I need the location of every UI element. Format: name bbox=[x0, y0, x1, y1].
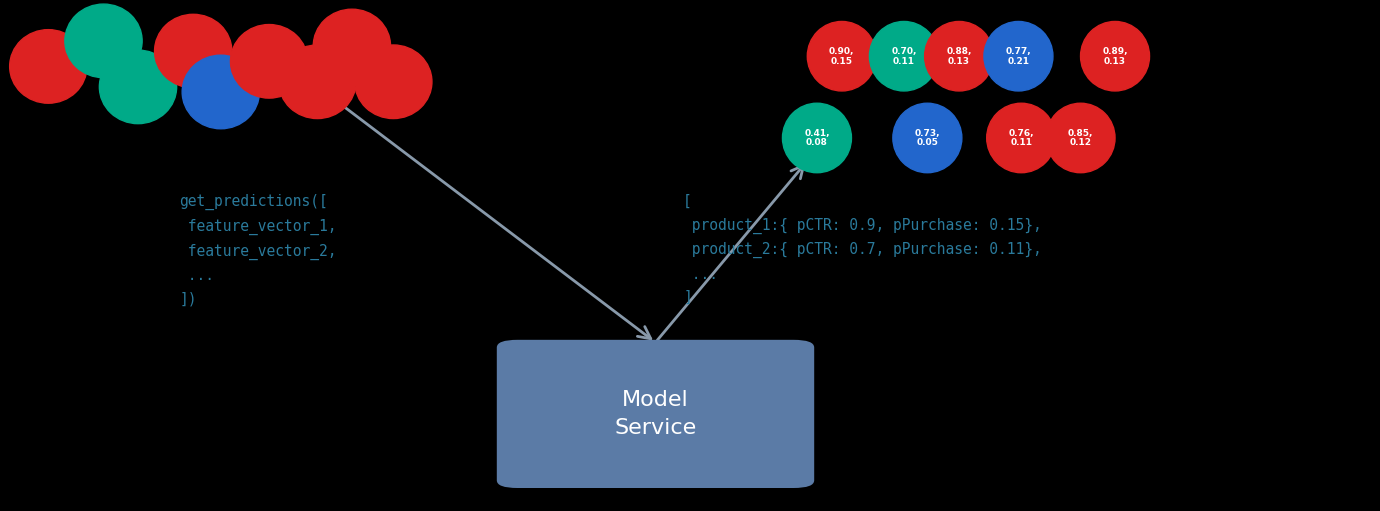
Ellipse shape bbox=[355, 45, 432, 119]
Text: 0.88,
0.13: 0.88, 0.13 bbox=[947, 47, 972, 65]
Text: 0.85,
0.12: 0.85, 0.12 bbox=[1068, 129, 1093, 147]
Ellipse shape bbox=[893, 103, 962, 173]
Ellipse shape bbox=[984, 21, 1053, 91]
Text: 0.76,
0.11: 0.76, 0.11 bbox=[1009, 129, 1034, 147]
Text: 0.77,
0.21: 0.77, 0.21 bbox=[1006, 47, 1031, 65]
Ellipse shape bbox=[65, 4, 142, 78]
Text: 0.73,
0.05: 0.73, 0.05 bbox=[915, 129, 940, 147]
Text: get_predictions([
 feature_vector_1,
 feature_vector_2,
 ...
]): get_predictions([ feature_vector_1, feat… bbox=[179, 194, 337, 307]
Ellipse shape bbox=[925, 21, 994, 91]
Ellipse shape bbox=[987, 103, 1056, 173]
Text: 0.41,
0.08: 0.41, 0.08 bbox=[805, 129, 829, 147]
Ellipse shape bbox=[155, 14, 232, 88]
Text: [
 product_1:{ pCTR: 0.9, pPurchase: 0.15},
 product_2:{ pCTR: 0.7, pPurchase: 0: [ product_1:{ pCTR: 0.9, pPurchase: 0.15… bbox=[683, 194, 1042, 305]
Ellipse shape bbox=[1046, 103, 1115, 173]
Text: 0.70,
0.11: 0.70, 0.11 bbox=[891, 47, 916, 65]
Ellipse shape bbox=[279, 45, 356, 119]
Text: 0.90,
0.15: 0.90, 0.15 bbox=[829, 47, 854, 65]
Text: 0.89,
0.13: 0.89, 0.13 bbox=[1103, 47, 1127, 65]
Ellipse shape bbox=[1081, 21, 1150, 91]
Ellipse shape bbox=[782, 103, 851, 173]
Ellipse shape bbox=[230, 25, 308, 98]
Ellipse shape bbox=[313, 9, 391, 83]
Ellipse shape bbox=[99, 50, 177, 124]
Text: Model
Service: Model Service bbox=[614, 390, 697, 438]
Ellipse shape bbox=[10, 30, 87, 103]
FancyBboxPatch shape bbox=[497, 340, 814, 488]
Ellipse shape bbox=[869, 21, 938, 91]
Ellipse shape bbox=[182, 55, 259, 129]
Ellipse shape bbox=[807, 21, 876, 91]
